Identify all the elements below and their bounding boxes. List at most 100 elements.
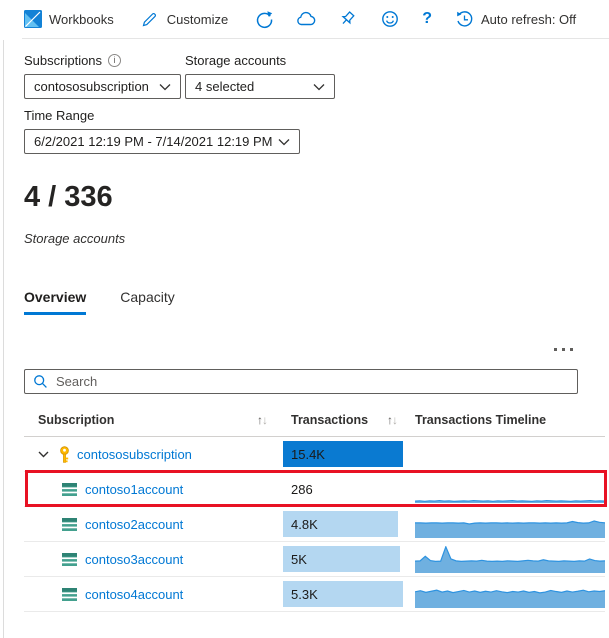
filters-section: Subscriptions i contososubscription Stor… bbox=[0, 38, 609, 154]
transactions-value: 15.4K bbox=[291, 446, 325, 462]
storage-accounts-label: Storage accounts bbox=[185, 52, 287, 68]
time-range-select[interactable]: 6/2/2021 12:19 PM - 7/14/2021 12:19 PM bbox=[24, 129, 300, 154]
search-box bbox=[24, 369, 578, 394]
row-label-link[interactable]: contoso3account bbox=[85, 551, 184, 567]
cloud-icon bbox=[296, 9, 316, 29]
subscriptions-select[interactable]: contososubscription bbox=[24, 74, 181, 99]
pin-button[interactable] bbox=[338, 9, 358, 29]
ellipsis-icon bbox=[554, 348, 557, 351]
sparkline-area bbox=[415, 546, 605, 573]
sparkline-line bbox=[415, 501, 605, 502]
storage-account-icon bbox=[62, 552, 77, 566]
smiley-icon bbox=[380, 9, 400, 29]
sparkline-line bbox=[415, 521, 605, 524]
transactions-cell: 4.8K bbox=[283, 507, 415, 541]
transactions-value: 5.3K bbox=[291, 586, 318, 602]
transactions-bar bbox=[283, 546, 400, 572]
table-row[interactable]: contoso3account 5K bbox=[24, 542, 605, 577]
column-header-subscription[interactable]: Subscription ↑↓ bbox=[38, 413, 268, 427]
time-range-value: 6/2/2021 12:19 PM - 7/14/2021 12:19 PM bbox=[34, 134, 273, 149]
transactions-sparkline bbox=[415, 511, 605, 538]
subscriptions-label: Subscriptions i bbox=[24, 51, 185, 69]
subscription-cell: contososubscription bbox=[24, 445, 283, 463]
refresh-button[interactable] bbox=[254, 9, 274, 29]
transactions-value: 4.8K bbox=[291, 516, 318, 532]
subscription-cell: contoso4account bbox=[24, 587, 283, 602]
sparkline-area bbox=[415, 590, 605, 608]
refresh-icon bbox=[254, 9, 274, 29]
sort-icons[interactable]: ↑↓ bbox=[387, 413, 398, 427]
storage-accounts-select[interactable]: 4 selected bbox=[185, 74, 335, 99]
row-label-link[interactable]: contoso4account bbox=[85, 586, 184, 602]
timeline-cell bbox=[415, 472, 605, 506]
stat-value: 4 / 336 bbox=[24, 181, 113, 213]
tab-capacity[interactable]: Capacity bbox=[120, 289, 175, 305]
help-icon: ? bbox=[422, 10, 432, 27]
subscriptions-value: contososubscription bbox=[34, 79, 149, 94]
customize-button[interactable]: Customize bbox=[140, 9, 228, 29]
sort-icons[interactable]: ↑↓ bbox=[257, 413, 268, 427]
transactions-value: 5K bbox=[291, 551, 307, 567]
chevron-down-icon[interactable] bbox=[38, 451, 49, 458]
key-icon bbox=[58, 445, 71, 463]
history-clock-icon bbox=[454, 9, 474, 29]
stat-caption: Storage accounts bbox=[24, 231, 126, 246]
tab-bar: Overview Capacity bbox=[24, 289, 609, 315]
page-left-border bbox=[3, 40, 4, 638]
transactions-bar bbox=[283, 441, 403, 467]
toolbar: Workbooks Customize ? Auto refresh: Off bbox=[0, 0, 609, 38]
transactions-cell: 5.3K bbox=[283, 577, 415, 611]
table-row[interactable]: contososubscription 15.4K bbox=[24, 437, 605, 472]
help-button[interactable]: ? bbox=[422, 10, 432, 28]
time-range-label: Time Range bbox=[24, 107, 95, 123]
toolbar-divider bbox=[22, 38, 609, 39]
timeline-cell bbox=[415, 577, 605, 611]
transactions-sparkline bbox=[415, 546, 605, 573]
search-input[interactable] bbox=[56, 374, 569, 389]
transactions-sparkline bbox=[415, 581, 605, 608]
sparkline-line bbox=[415, 547, 605, 562]
subscription-cell: contoso3account bbox=[24, 552, 283, 567]
tab-overview[interactable]: Overview bbox=[24, 289, 87, 315]
search-icon bbox=[33, 374, 48, 389]
accounts-table: Subscription ↑↓ Transactions ↑↓ Transact… bbox=[24, 404, 607, 612]
sparkline-line bbox=[415, 590, 605, 593]
timeline-cell bbox=[415, 507, 605, 541]
table-row[interactable]: contoso1account 286 bbox=[24, 470, 607, 507]
pencil-icon bbox=[140, 9, 160, 29]
table-row[interactable]: contoso2account 4.8K bbox=[24, 507, 605, 542]
row-label-link[interactable]: contoso2account bbox=[85, 516, 184, 532]
ellipsis-icon bbox=[570, 348, 573, 351]
transactions-sparkline bbox=[415, 476, 605, 503]
transactions-cell: 15.4K bbox=[283, 437, 415, 471]
subscription-cell: contoso1account bbox=[24, 482, 283, 497]
chevron-down-icon bbox=[159, 83, 171, 91]
more-menu-button[interactable] bbox=[551, 345, 576, 354]
column-header-transactions[interactable]: Transactions ↑↓ bbox=[291, 413, 398, 427]
subscription-cell: contoso2account bbox=[24, 517, 283, 532]
transactions-bar bbox=[283, 581, 403, 607]
storage-account-icon bbox=[62, 587, 77, 601]
storage-accounts-value: 4 selected bbox=[195, 79, 255, 94]
table-row[interactable]: contoso4account 5.3K bbox=[24, 577, 605, 612]
storage-account-icon bbox=[62, 517, 77, 531]
info-icon[interactable]: i bbox=[108, 53, 122, 67]
table-header: Subscription ↑↓ Transactions ↑↓ Transact… bbox=[24, 404, 605, 437]
table-body: contososubscription 15.4K contoso1accoun… bbox=[24, 437, 607, 612]
row-label-link[interactable]: contoso1account bbox=[85, 481, 184, 497]
timeline-cell bbox=[415, 437, 605, 471]
transactions-cell: 5K bbox=[283, 542, 415, 576]
feedback-button[interactable] bbox=[380, 9, 400, 29]
auto-refresh-button[interactable]: Auto refresh: Off bbox=[454, 9, 576, 29]
workbooks-logo-icon bbox=[24, 10, 42, 28]
transactions-cell: 286 bbox=[283, 472, 415, 506]
pin-icon bbox=[338, 9, 358, 29]
customize-label: Customize bbox=[166, 11, 229, 27]
chevron-down-icon bbox=[278, 138, 290, 146]
row-label-link[interactable]: contososubscription bbox=[77, 446, 192, 462]
sparkline-area bbox=[415, 520, 605, 538]
auto-refresh-label: Auto refresh: Off bbox=[481, 11, 577, 27]
storage-account-icon bbox=[62, 482, 77, 496]
chevron-down-icon bbox=[313, 83, 325, 91]
save-button[interactable] bbox=[296, 9, 316, 29]
